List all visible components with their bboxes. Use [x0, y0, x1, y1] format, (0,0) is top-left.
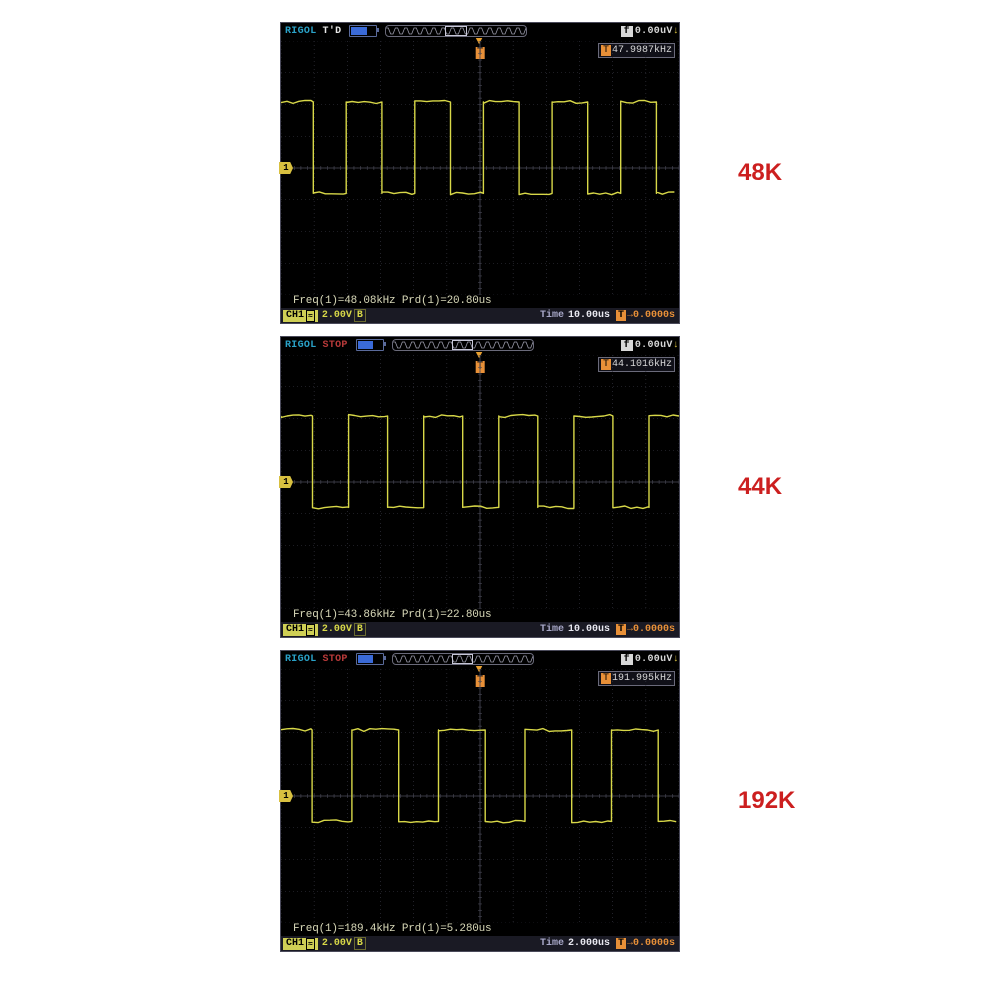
run-mode-label: STOP [323, 654, 348, 665]
time-offset: T→0.0000s [616, 938, 675, 949]
battery-icon [349, 25, 377, 37]
battery-icon [356, 653, 384, 665]
timebase-value: 10.00us [568, 624, 610, 635]
channel-marker: 1 [279, 162, 293, 174]
scope-label: 192K [738, 787, 795, 815]
bandwidth-limit-icon: B [354, 937, 366, 950]
bottom-status-bar: CH1≂ 2.00V B Time 10.00us T→0.0000s [281, 622, 679, 637]
timebase-value: 10.00us [568, 310, 610, 321]
channel-box: CH1≂ [283, 624, 318, 636]
oscilloscope-screen: RIGOL STOP f0.00uV↓ ▼T T191.995kHz 1 Fre… [280, 650, 680, 952]
bottom-status-bar: CH1≂ 2.00V B Time 10.00us T→0.0000s [281, 308, 679, 323]
trigger-level: 0.00uV [635, 26, 673, 37]
timebase-label: Time [540, 310, 564, 321]
waveform-minimap [392, 653, 534, 665]
waveform-minimap [392, 339, 534, 351]
oscilloscope-screen: RIGOL STOP f0.00uV↓ ▼T T44.1016kHz 1 Fre… [280, 336, 680, 638]
channel-box: CH1≂ [283, 310, 318, 322]
trigger-level: 0.00uV [635, 340, 673, 351]
waveform-grid: 1 [281, 669, 679, 923]
oscilloscope-screen: RIGOL T'D f0.00uV↓ ▼T T47.9987kHz 1 Freq… [280, 22, 680, 324]
bandwidth-limit-icon: B [354, 623, 366, 636]
volts-per-div: 2.00V [322, 310, 352, 321]
measurement-readout: Freq(1)=189.4kHz Prd(1)=5.280us [293, 923, 491, 935]
channel-box: CH1≂ [283, 938, 318, 950]
run-mode-label: STOP [323, 340, 348, 351]
time-offset: T→0.0000s [616, 310, 675, 321]
trigger-readout: f0.00uV↓ [621, 654, 679, 665]
coupling-icon: ≂ [306, 310, 315, 322]
run-mode-label: T'D [323, 26, 342, 37]
brand-label: RIGOL [285, 340, 317, 351]
timebase-value: 2.000us [568, 938, 610, 949]
volts-per-div: 2.00V [322, 938, 352, 949]
timebase-label: Time [540, 624, 564, 635]
bottom-status-bar: CH1≂ 2.00V B Time 2.000us T→0.0000s [281, 936, 679, 951]
waveform-grid: 1 [281, 41, 679, 295]
channel-marker: 1 [279, 476, 293, 488]
battery-icon [356, 339, 384, 351]
channel-marker: 1 [279, 790, 293, 802]
waveform-grid: 1 [281, 355, 679, 609]
time-offset: T→0.0000s [616, 624, 675, 635]
measurement-readout: Freq(1)=43.86kHz Prd(1)=22.80us [293, 609, 491, 621]
bandwidth-limit-icon: B [354, 309, 366, 322]
coupling-icon: ≂ [306, 938, 315, 950]
timebase-label: Time [540, 938, 564, 949]
waveform-svg [281, 41, 679, 295]
waveform-minimap [385, 25, 527, 37]
coupling-icon: ≂ [306, 624, 315, 636]
waveform-svg [281, 355, 679, 609]
volts-per-div: 2.00V [322, 624, 352, 635]
waveform-svg [281, 669, 679, 923]
scope-row: RIGOL STOP f0.00uV↓ ▼T T191.995kHz 1 Fre… [280, 650, 920, 952]
scope-label: 48K [738, 159, 782, 187]
trigger-readout: f0.00uV↓ [621, 340, 679, 351]
trigger-level: 0.00uV [635, 654, 673, 665]
brand-label: RIGOL [285, 654, 317, 665]
brand-label: RIGOL [285, 26, 317, 37]
scope-row: RIGOL STOP f0.00uV↓ ▼T T44.1016kHz 1 Fre… [280, 336, 920, 638]
scope-row: RIGOL T'D f0.00uV↓ ▼T T47.9987kHz 1 Freq… [280, 22, 920, 324]
scope-label: 44K [738, 473, 782, 501]
trigger-readout: f0.00uV↓ [621, 26, 679, 37]
measurement-readout: Freq(1)=48.08kHz Prd(1)=20.80us [293, 295, 491, 307]
